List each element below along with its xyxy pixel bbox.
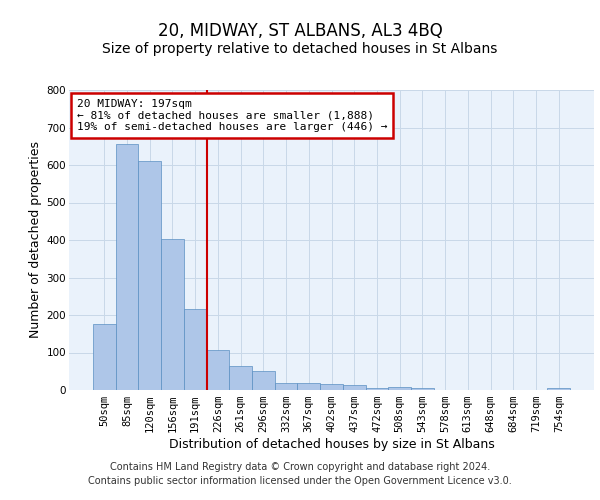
Text: 20, MIDWAY, ST ALBANS, AL3 4BQ: 20, MIDWAY, ST ALBANS, AL3 4BQ [158, 22, 442, 40]
Bar [547, 388, 570, 390]
Text: Contains HM Land Registry data © Crown copyright and database right 2024.: Contains HM Land Registry data © Crown c… [110, 462, 490, 472]
Bar [116, 144, 139, 390]
Bar [161, 239, 184, 390]
Text: 20 MIDWAY: 197sqm
← 81% of detached houses are smaller (1,888)
19% of semi-detac: 20 MIDWAY: 197sqm ← 81% of detached hous… [77, 99, 388, 132]
Bar [252, 371, 275, 390]
Bar [320, 384, 343, 390]
Bar [275, 382, 298, 390]
Bar [388, 387, 411, 390]
Bar [184, 310, 206, 390]
Bar [93, 324, 116, 390]
Bar [365, 388, 388, 390]
Bar [206, 350, 229, 390]
Bar [343, 385, 365, 390]
Bar [298, 383, 320, 390]
Bar [411, 388, 434, 390]
Text: Size of property relative to detached houses in St Albans: Size of property relative to detached ho… [103, 42, 497, 56]
Text: Contains public sector information licensed under the Open Government Licence v3: Contains public sector information licen… [88, 476, 512, 486]
Y-axis label: Number of detached properties: Number of detached properties [29, 142, 43, 338]
Bar [229, 366, 252, 390]
X-axis label: Distribution of detached houses by size in St Albans: Distribution of detached houses by size … [169, 438, 494, 451]
Bar [139, 161, 161, 390]
